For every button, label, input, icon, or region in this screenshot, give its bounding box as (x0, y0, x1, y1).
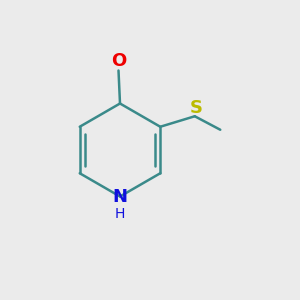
Text: S: S (190, 99, 203, 117)
Text: H: H (115, 208, 125, 221)
Text: O: O (111, 52, 126, 70)
Text: N: N (112, 188, 128, 206)
